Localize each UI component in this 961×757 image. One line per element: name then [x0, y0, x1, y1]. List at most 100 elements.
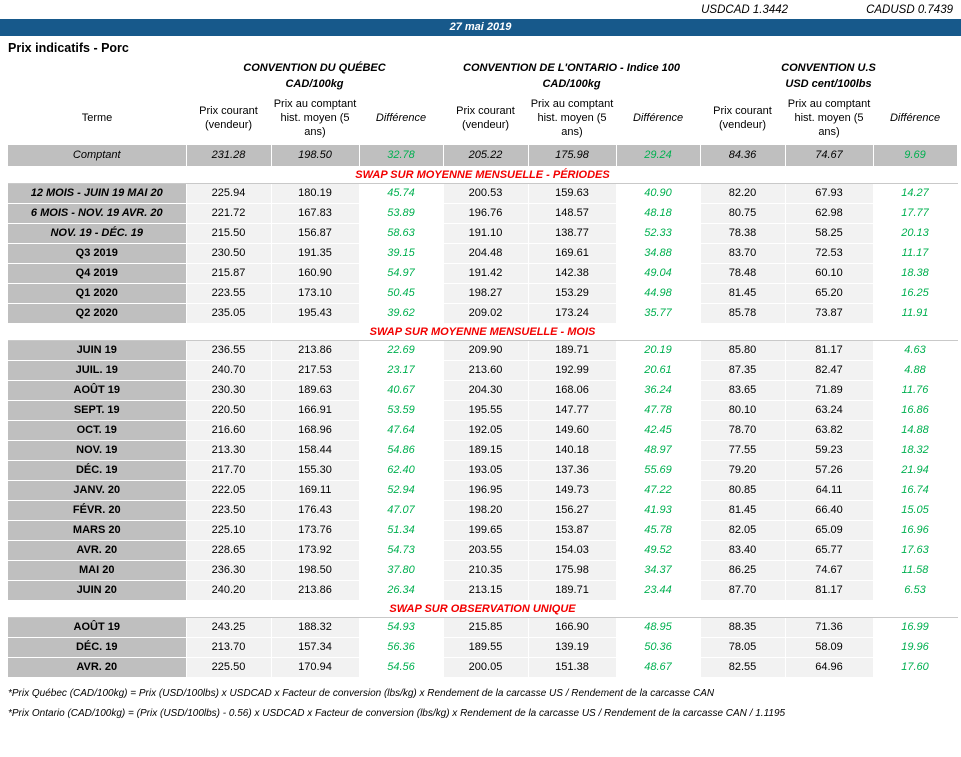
price-cell: 71.89 — [785, 380, 874, 401]
price-cell: 82.20 — [700, 183, 786, 204]
terme-cell: MARS 20 — [8, 520, 187, 541]
difference-cell: 32.78 — [359, 145, 444, 167]
price-cell: 83.70 — [700, 243, 786, 264]
price-cell: 60.10 — [785, 263, 874, 284]
price-cell: 173.10 — [271, 283, 360, 304]
difference-cell: 21.94 — [873, 460, 958, 481]
price-cell: 175.98 — [528, 560, 617, 581]
difference-cell: 54.97 — [359, 263, 444, 284]
price-cell: 87.70 — [700, 580, 786, 601]
date-banner: 27 mai 2019 — [0, 19, 961, 36]
group-unit-row: CAD/100kg CAD/100kg USD cent/100lbs — [8, 75, 957, 93]
table-row: Q4 2019 215.87 160.90 54.97 191.42 142.38 49.0… — [8, 263, 958, 284]
price-cell: 203.55 — [443, 540, 529, 561]
terme-cell: Q3 2019 — [8, 243, 187, 264]
terme-cell: Q2 2020 — [8, 303, 187, 324]
table-row: OCT. 19 216.60 168.96 47.64 192.05 149.60 42.4… — [8, 420, 958, 441]
table-row: AOÛT 19 230.30 189.63 40.67 204.30 168.06 36.2… — [8, 380, 958, 401]
price-cell: 72.53 — [785, 243, 874, 264]
price-cell: 210.35 — [443, 560, 529, 581]
price-cell: 200.53 — [443, 183, 529, 204]
difference-cell: 17.60 — [873, 657, 958, 678]
price-cell: 223.55 — [186, 283, 272, 304]
difference-cell: 4.63 — [873, 340, 958, 361]
price-cell: 62.98 — [785, 203, 874, 224]
price-cell: 198.20 — [443, 500, 529, 521]
price-cell: 240.20 — [186, 580, 272, 601]
table-row: FÉVR. 20 223.50 176.43 47.07 198.20 156.27 41.… — [8, 500, 958, 521]
price-cell: 189.63 — [271, 380, 360, 401]
price-cell: 215.85 — [443, 617, 529, 638]
price-cell: 79.20 — [700, 460, 786, 481]
table-row: DÉC. 19 217.70 155.30 62.40 193.05 137.36 55.6… — [8, 460, 958, 481]
price-cell: 217.53 — [271, 360, 360, 381]
terme-cell: NOV. 19 - DÉC. 19 — [8, 223, 187, 244]
col-header-hist: Prix au comptant hist. moyen (5 ans) — [787, 98, 871, 138]
table-row: 6 MOIS - NOV. 19 AVR. 20 221.72 167.83 53.8… — [8, 203, 958, 224]
price-cell: 198.27 — [443, 283, 529, 304]
price-cell: 222.05 — [186, 480, 272, 501]
difference-cell: 36.24 — [616, 380, 701, 401]
price-cell: 205.22 — [443, 145, 529, 167]
section-header-row: SWAP SUR OBSERVATION UNIQUE — [8, 600, 958, 618]
table-row: NOV. 19 - DÉC. 19 215.50 156.87 58.63 191.10… — [8, 223, 958, 244]
terme-cell: OCT. 19 — [8, 420, 187, 441]
difference-cell: 47.64 — [359, 420, 444, 441]
price-cell: 64.11 — [785, 480, 874, 501]
table-row: JUIN 20 240.20 213.86 26.34 213.15 189.71 23.4… — [8, 580, 958, 601]
price-cell: 78.48 — [700, 263, 786, 284]
table-row: AVR. 20 225.50 170.94 54.56 200.05 151.38 48.6… — [8, 657, 958, 678]
price-cell: 83.65 — [700, 380, 786, 401]
section-title: SWAP SUR MOYENNE MENSUELLE - MOIS — [8, 323, 958, 341]
table-row: JANV. 20 222.05 169.11 52.94 196.95 149.73 47.… — [8, 480, 958, 501]
price-cell: 191.42 — [443, 263, 529, 284]
group-us-unit: USD cent/100lbs — [785, 78, 872, 90]
difference-cell: 20.13 — [873, 223, 958, 244]
price-cell: 213.70 — [186, 637, 272, 658]
difference-cell: 47.07 — [359, 500, 444, 521]
col-header-diff: Différence — [889, 112, 941, 125]
price-cell: 154.03 — [528, 540, 617, 561]
price-cell: 63.24 — [785, 400, 874, 421]
difference-cell: 14.27 — [873, 183, 958, 204]
price-cell: 168.96 — [271, 420, 360, 441]
terme-cell: AOÛT 19 — [8, 617, 187, 638]
price-cell: 189.71 — [528, 340, 617, 361]
price-cell: 85.78 — [700, 303, 786, 324]
difference-cell: 16.74 — [873, 480, 958, 501]
price-cell: 167.83 — [271, 203, 360, 224]
terme-cell: 6 MOIS - NOV. 19 AVR. 20 — [8, 203, 187, 224]
price-cell: 195.43 — [271, 303, 360, 324]
price-cell: 159.63 — [528, 183, 617, 204]
price-cell: 78.70 — [700, 420, 786, 441]
difference-cell: 29.24 — [616, 145, 701, 167]
price-cell: 213.86 — [271, 580, 360, 601]
price-cell: 230.50 — [186, 243, 272, 264]
difference-cell: 11.17 — [873, 243, 958, 264]
price-cell: 140.18 — [528, 440, 617, 461]
terme-cell: JANV. 20 — [8, 480, 187, 501]
price-cell: 65.77 — [785, 540, 874, 561]
price-cell: 213.86 — [271, 340, 360, 361]
price-cell: 213.30 — [186, 440, 272, 461]
price-cell: 153.87 — [528, 520, 617, 541]
price-cell: 220.50 — [186, 400, 272, 421]
price-cell: 189.15 — [443, 440, 529, 461]
difference-cell: 6.53 — [873, 580, 958, 601]
page-title: Prix indicatifs - Porc — [8, 41, 129, 55]
price-cell: 88.35 — [700, 617, 786, 638]
price-table: CONVENTION DU QUÉBEC CONVENTION DE L'ONT… — [8, 57, 958, 678]
table-row: AVR. 20 228.65 173.92 54.73 203.55 154.03 49.5… — [8, 540, 958, 561]
terme-cell: NOV. 19 — [8, 440, 187, 461]
price-cell: 58.09 — [785, 637, 874, 658]
price-cell: 195.55 — [443, 400, 529, 421]
price-cell: 65.09 — [785, 520, 874, 541]
difference-cell: 62.40 — [359, 460, 444, 481]
price-cell: 81.45 — [700, 283, 786, 304]
price-cell: 176.43 — [271, 500, 360, 521]
price-cell: 149.60 — [528, 420, 617, 441]
section-title: SWAP SUR OBSERVATION UNIQUE — [8, 600, 958, 618]
price-cell: 169.61 — [528, 243, 617, 264]
price-cell: 137.36 — [528, 460, 617, 481]
price-cell: 82.05 — [700, 520, 786, 541]
